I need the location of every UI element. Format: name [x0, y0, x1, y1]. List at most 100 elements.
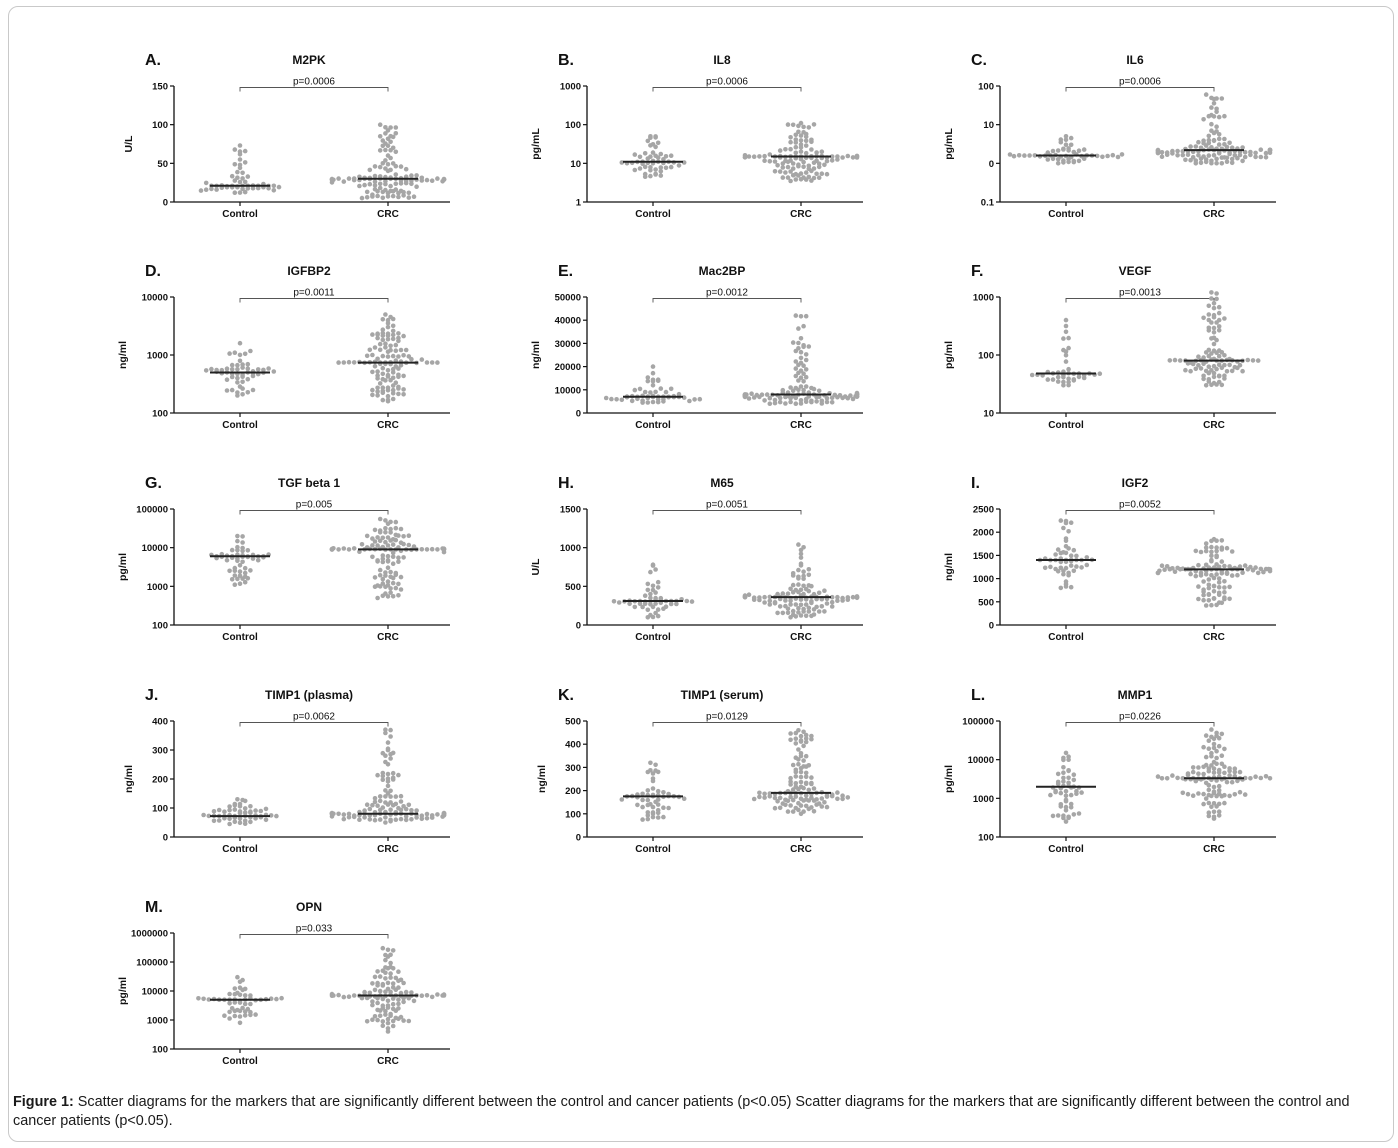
data-point	[390, 575, 396, 581]
data-point	[372, 345, 378, 350]
data-point	[1063, 819, 1069, 824]
panel-m: M. OPNp=0.0331001000100001000001000000pg/…	[117, 899, 450, 1067]
data-point	[393, 817, 399, 822]
data-point	[803, 732, 809, 738]
y-tick-label: 500	[565, 717, 581, 728]
data-point	[757, 794, 762, 800]
data-point	[390, 966, 396, 971]
data-point	[377, 988, 383, 994]
data-point	[396, 194, 401, 200]
data-point	[385, 1020, 391, 1026]
data-point	[1214, 109, 1219, 115]
data-point	[383, 378, 388, 383]
data-point	[227, 1016, 232, 1021]
data-point	[1211, 153, 1217, 158]
data-point	[388, 590, 393, 595]
data-point	[1211, 809, 1217, 815]
data-point	[398, 347, 404, 353]
data-point	[1164, 776, 1170, 781]
data-point	[1063, 804, 1069, 810]
data-point	[237, 1000, 243, 1005]
data-point	[793, 774, 799, 779]
data-point	[424, 177, 430, 183]
data-point	[1216, 580, 1222, 585]
data-point	[650, 811, 656, 817]
data-point	[814, 150, 819, 155]
data-point	[1222, 136, 1227, 142]
data-point	[375, 193, 380, 199]
data-point	[237, 157, 243, 162]
data-point	[390, 353, 396, 359]
data-point	[645, 378, 651, 384]
data-point	[1055, 148, 1061, 153]
data-point	[1159, 150, 1165, 155]
data-point	[1201, 597, 1206, 603]
data-point	[229, 547, 235, 553]
data-point	[783, 598, 788, 603]
data-point	[798, 753, 804, 759]
data-point	[829, 400, 835, 405]
data-point	[1100, 154, 1105, 160]
data-point	[383, 1008, 388, 1014]
data-point	[653, 389, 658, 395]
data-point	[232, 178, 238, 183]
data-point	[255, 367, 261, 372]
data-point	[1219, 571, 1225, 576]
data-point	[242, 1001, 248, 1007]
data-point	[235, 533, 240, 539]
y-tick-label: 10000	[968, 755, 994, 766]
data-point	[1214, 320, 1219, 325]
data-point	[370, 332, 375, 337]
data-point	[757, 790, 762, 796]
y-tick-label: 1000	[147, 582, 168, 593]
data-point	[1185, 152, 1191, 157]
data-point	[403, 166, 409, 172]
data-point	[398, 363, 404, 368]
y-axis-label: pg/ml	[943, 341, 955, 369]
significance-bracket	[239, 87, 389, 92]
data-point	[1115, 154, 1121, 160]
significance-bracket	[239, 298, 389, 303]
data-point	[1066, 757, 1071, 762]
data-point	[764, 392, 770, 397]
significance-bracket	[652, 510, 802, 515]
data-point	[645, 581, 651, 587]
data-point	[235, 547, 240, 553]
data-point	[1188, 157, 1193, 163]
data-point	[1066, 768, 1071, 774]
data-point	[222, 809, 227, 814]
data-point	[793, 366, 799, 371]
data-point	[772, 805, 778, 811]
data-point	[801, 371, 806, 377]
data-point	[201, 812, 206, 818]
data-point	[1076, 158, 1082, 164]
data-point	[372, 575, 378, 580]
data-point	[393, 525, 399, 531]
data-point	[435, 812, 440, 817]
data-point	[1050, 156, 1056, 162]
data-point	[1209, 804, 1214, 810]
y-axis-label: ng/ml	[536, 765, 548, 793]
data-point	[645, 797, 651, 803]
data-point	[248, 819, 253, 825]
data-point	[235, 797, 240, 802]
data-point	[806, 609, 812, 614]
data-point	[1211, 305, 1217, 311]
data-point	[398, 587, 404, 592]
data-point	[370, 999, 375, 1004]
data-point	[785, 610, 791, 616]
data-point	[845, 597, 851, 602]
data-point	[377, 164, 383, 170]
data-point	[803, 736, 809, 741]
data-point	[801, 609, 806, 614]
data-point	[684, 598, 690, 604]
data-point	[393, 572, 399, 578]
data-point	[372, 164, 378, 169]
data-point	[390, 391, 396, 396]
data-point	[383, 753, 388, 758]
data-point	[375, 996, 380, 1001]
data-point	[380, 397, 386, 403]
data-point	[385, 128, 391, 133]
data-point	[380, 996, 386, 1002]
data-point	[235, 576, 240, 582]
